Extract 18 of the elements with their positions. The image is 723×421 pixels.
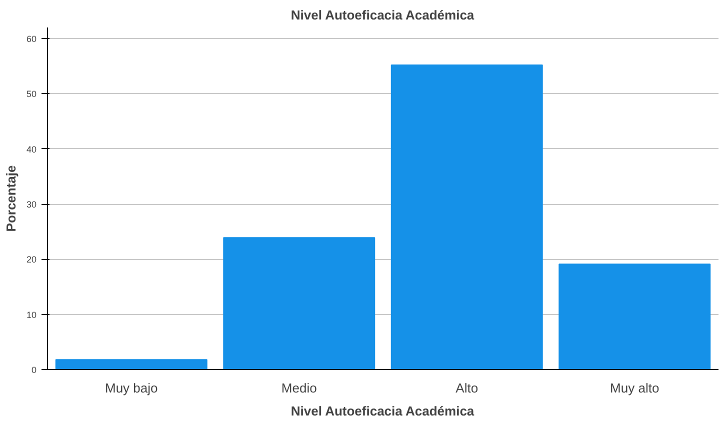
bar bbox=[223, 237, 376, 370]
x-tick-label: Muy alto bbox=[610, 380, 660, 396]
y-tick-label: 10 bbox=[26, 310, 37, 320]
x-tick-label: Alto bbox=[456, 380, 478, 396]
bar bbox=[55, 359, 208, 370]
y-tick-label: 40 bbox=[26, 144, 37, 154]
y-tick-label: 50 bbox=[26, 89, 37, 100]
bar bbox=[390, 64, 543, 370]
x-axis-title: Nivel Autoeficacia Académica bbox=[290, 404, 475, 418]
bar bbox=[558, 264, 711, 370]
y-tick-label: 20 bbox=[26, 254, 37, 265]
y-tick-label: 30 bbox=[26, 200, 37, 210]
x-tick-label: Muy bajo bbox=[105, 380, 158, 396]
x-tick-label: Medio bbox=[281, 380, 317, 396]
y-axis-title: Porcentaje bbox=[3, 165, 18, 232]
y-tick-label: 0 bbox=[31, 365, 37, 375]
y-tick-label: 60 bbox=[26, 34, 37, 44]
chart-title: Nivel Autoeficacia Académica bbox=[290, 8, 475, 22]
